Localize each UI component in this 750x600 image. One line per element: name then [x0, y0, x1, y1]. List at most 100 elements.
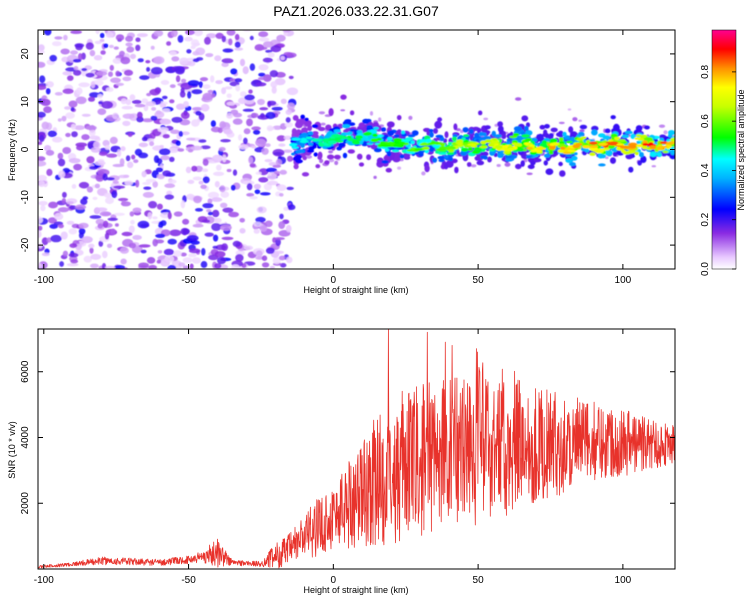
spectrogram-noise-cell — [255, 256, 264, 260]
spectrogram-noise-cell — [263, 74, 272, 82]
spectrogram-signal-cell — [648, 142, 654, 146]
spectrogram-signal-cell — [589, 152, 596, 156]
spectrogram-noise-cell — [38, 44, 45, 52]
spectrogram-noise-cell — [93, 141, 101, 149]
spectrogram-noise-cell — [259, 224, 268, 232]
spectrogram-noise-cell — [75, 96, 87, 105]
spectrogram-noise-cell — [114, 223, 119, 227]
spectrogram-noise-cell — [171, 56, 180, 62]
spectrogram-speckle — [408, 115, 413, 120]
spectrogram-signal-cell — [293, 163, 299, 170]
spectrogram-noise-cell — [257, 46, 268, 50]
spectrogram-signal-cell — [364, 131, 373, 136]
spectrogram-noise-cell — [258, 64, 269, 71]
spectrogram-noise-cell — [158, 148, 171, 156]
spectrogram-signal-cell — [567, 149, 577, 153]
spectrogram-noise-cell — [182, 218, 190, 225]
chart-title: PAZ1.2026.033.22.31.G07 — [273, 3, 439, 19]
spectrogram-signal-cell — [628, 166, 634, 173]
spectrogram-signal-cell — [293, 156, 301, 162]
spectrogram-noise-cell — [201, 168, 209, 173]
spectrogram-signal-cell — [448, 142, 453, 146]
spectrogram-noise-cell — [95, 30, 100, 35]
spectrogram-noise-cell — [253, 228, 260, 234]
spectrogram-noise-cell — [89, 247, 94, 254]
spectrogram-noise-cell — [242, 66, 249, 75]
spectrogram-noise-cell — [80, 198, 88, 206]
spectrogram-noise-cell — [235, 254, 244, 262]
spectrogram-speckle — [572, 117, 578, 122]
spectrogram-speckle — [483, 117, 489, 121]
spectrogram-noise-cell — [192, 107, 203, 111]
spectrogram-noise-cell — [89, 166, 98, 170]
spectrogram-signal-cell — [435, 150, 441, 154]
spectrogram-noise-cell — [89, 92, 100, 98]
snr-ytick-label: 4000 — [20, 426, 31, 449]
spectrogram-noise-cell — [127, 133, 133, 137]
spectrogram-signal-cell — [419, 143, 426, 146]
spectrogram-noise-cell — [232, 169, 238, 176]
spectrogram-signal-cell — [529, 151, 538, 155]
spectrogram-noise-cell — [210, 75, 215, 83]
spectrogram-signal-cell — [614, 136, 621, 140]
spectrogram-noise-cell — [175, 75, 181, 83]
spectrogram-noise-cell — [48, 201, 58, 209]
spectrogram-noise-cell — [113, 46, 119, 50]
spectrogram-noise-cell — [178, 262, 186, 267]
spectrogram-noise-cell — [38, 134, 45, 143]
spectrogram-noise-cell — [62, 147, 72, 154]
spectrogram-noise-cell — [173, 211, 183, 217]
spectrogram-noise-cell — [283, 135, 292, 140]
spectrogram-signal-cell — [521, 115, 529, 122]
spectrogram-noise-cell — [111, 190, 118, 199]
spectrogram-noise-cell — [89, 215, 102, 219]
spectrogram-signal-cell — [545, 168, 554, 175]
spectrogram-noise-cell — [101, 212, 112, 216]
spectrogram-signal-cell — [559, 170, 566, 177]
spectrogram-signal-cell — [524, 138, 533, 142]
spectrogram-signal-cell — [513, 126, 522, 132]
spectrogram-noise-cell — [96, 71, 108, 76]
spectrogram-noise-cell — [166, 41, 172, 46]
spectrogram-noise-cell — [106, 243, 113, 248]
spectrogram-signal-cell — [670, 149, 675, 156]
spectrogram-speckle — [378, 117, 382, 122]
spectrogram-signal-cell — [386, 151, 392, 157]
spectrogram-noise-cell — [255, 171, 262, 175]
spectrogram-noise-cell — [249, 163, 256, 168]
spectrogram-noise-cell — [132, 235, 142, 240]
spectrogram-signal-cell — [344, 132, 352, 136]
spectrogram-noise-cell — [142, 118, 154, 123]
spectrogram-signal-cell — [588, 141, 598, 145]
spectrogram-noise-cell — [202, 92, 214, 101]
spectrogram-noise-cell — [280, 98, 287, 105]
spectrogram-noise-cell — [107, 217, 118, 221]
spectrogram-noise-cell — [182, 265, 190, 269]
spectrogram-noise-cell — [282, 30, 291, 33]
spectrogram-noise-cell — [93, 55, 103, 61]
spectrogram-signal-cell — [438, 146, 447, 149]
spectrogram-noise-cell — [196, 57, 204, 61]
spectrogram-noise-cell — [76, 87, 83, 95]
spectrogram-noise-cell — [285, 224, 292, 233]
spectrogram-noise-cell — [228, 211, 240, 218]
spectrogram-signal-cell — [444, 131, 449, 139]
spectrogram-noise-cell — [251, 112, 259, 118]
spectrogram-signal-cell — [315, 164, 321, 169]
spectrogram-noise-cell — [115, 34, 125, 41]
spectrogram-noise-cell — [58, 224, 64, 229]
spectrogram-signal-cell — [527, 164, 535, 170]
spectrogram-noise-cell — [62, 71, 73, 76]
spectrogram-signal-cell — [634, 137, 641, 140]
spectrogram-noise-cell — [190, 145, 203, 151]
spectrogram-noise-cell — [274, 170, 280, 175]
colorbar-tick-label: 0.8 — [700, 64, 711, 78]
spectrogram-signal-cell — [391, 149, 400, 153]
spectrogram-signal-cell — [506, 138, 512, 142]
spectrogram-noise-cell — [44, 145, 52, 152]
spectrogram-signal-cell — [584, 148, 590, 153]
spectrogram-noise-cell — [243, 128, 251, 135]
spectrogram-noise-cell — [120, 56, 131, 65]
spectrogram-signal-cell — [334, 137, 342, 141]
